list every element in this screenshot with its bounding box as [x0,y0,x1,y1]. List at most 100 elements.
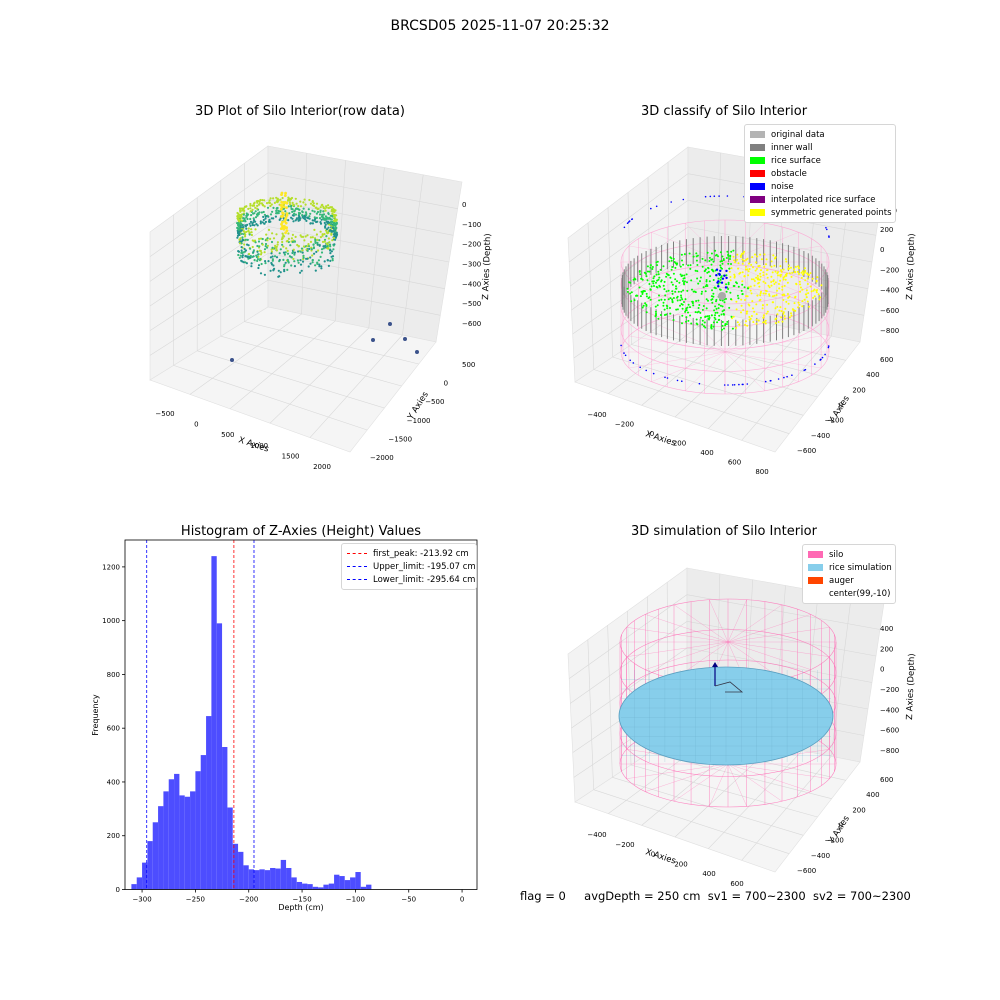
surface-point [794,271,796,273]
raw-point [240,219,243,222]
histogram-bar [232,843,239,890]
surface-point [806,283,809,285]
raw-point [268,201,271,205]
grid-line [267,279,441,316]
raw-point [285,206,288,210]
raw-point [307,265,310,268]
raw-point [319,230,322,233]
surface-point [712,292,715,295]
x-tick: 200 [673,440,686,448]
raw-point [246,214,249,217]
silo-spoke [626,763,729,779]
surface-point [716,311,719,314]
surface-point [672,319,675,321]
legend-label: Upper_limit: -195.07 cm [373,561,476,572]
raw-point [296,243,299,247]
raw-point [326,259,329,262]
surface-point [808,274,810,276]
legend-label: inner wall [771,142,813,153]
surface-point [639,295,642,298]
legend-item: rice surface [750,154,890,167]
raw-point [256,258,259,261]
histogram-bar [323,884,329,890]
surface-point [696,264,699,266]
histogram-bar [291,877,297,890]
raw-point [329,259,332,262]
surface-point [721,299,724,302]
legend-label: Lower_limit: -295.64 cm [373,574,476,585]
surface-point [805,289,808,292]
surface-point [733,285,736,287]
raw-point [299,200,302,203]
raw-point [306,257,309,260]
surface-point [745,312,748,315]
raw-point [249,207,252,210]
raw-point [264,220,267,223]
noise-point [666,377,669,379]
surface-point [761,307,764,310]
surface-point [691,288,693,291]
raw-point [246,223,249,226]
raw-point [273,255,277,258]
raw-point [302,207,305,210]
outlier-point [230,358,234,362]
surface-point [626,287,629,290]
surface-point [699,316,702,319]
noise-point [746,383,749,385]
raw-point [287,196,290,199]
noise-point [769,380,772,382]
surface-point [748,316,751,318]
histogram-bar [216,623,223,890]
raw-point [262,215,265,218]
raw-point [277,275,280,278]
surface-point [683,280,686,283]
histogram-bar [254,870,260,890]
raw-point [307,208,310,211]
raw-point [259,272,263,275]
surface-point [674,266,677,269]
raw-point [311,209,314,212]
noise-point [645,369,647,372]
raw-point [311,222,314,225]
surface-point [756,255,759,258]
raw-point [249,210,252,213]
surface-point [698,304,701,306]
surface-point [766,276,769,279]
raw-point [330,223,333,226]
noise-point [826,228,828,231]
surface-point [746,310,749,313]
raw-point [254,206,257,209]
raw-point [256,259,259,262]
surface-point [788,295,791,298]
grid-line [267,226,450,263]
raw-point [258,200,261,203]
raw-point [254,216,258,219]
raw-point [287,219,290,222]
raw-point [257,213,260,216]
surface-point [686,281,688,284]
raw-point [276,241,279,244]
raw-point [290,256,293,259]
raw-point [282,258,285,261]
surface-point [728,270,731,273]
y-tick: 0 [839,822,843,830]
surface-point [687,319,690,322]
surface-point [786,281,789,284]
surface-point [744,268,747,271]
surface-point [733,276,736,279]
surface-point [696,270,699,273]
raw-point [293,251,296,254]
surface-point [749,317,752,320]
surface-point [800,271,803,274]
y-tick: −400 [811,852,830,860]
raw-point [330,250,333,253]
surface-point [641,293,644,295]
grid-line [244,321,419,365]
raw-point [321,234,324,237]
legend-swatch [750,183,765,190]
surface-point [699,276,702,279]
silo-spoke [727,627,830,643]
raw-point [239,254,242,257]
surface-point [785,300,788,303]
raw-point [269,204,272,208]
